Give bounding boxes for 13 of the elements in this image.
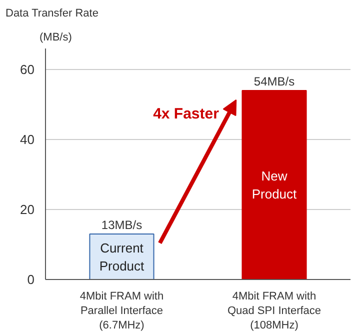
x-tick-label: 4Mbit FRAM with Quad SPI Interface (108MHz) [227, 290, 322, 332]
y-tick-label: 40 [20, 132, 35, 147]
y-tick-label: 60 [20, 62, 35, 77]
annotation: New Product [252, 168, 298, 202]
chart-title: Data Transfer Rate [6, 8, 98, 20]
x-tick-label: 4Mbit FRAM with Parallel Interface (6.7MHz) [80, 290, 164, 332]
data-label: 13MB/s [101, 218, 142, 232]
y-tick-label: 0 [27, 272, 35, 287]
data-label: 54MB/s [254, 74, 295, 88]
y-tick-label: 20 [20, 202, 35, 217]
annotation: 4x Faster [153, 105, 220, 122]
y-axis-title: (MB/s) [40, 32, 72, 44]
annotation: Current Product [99, 240, 145, 274]
